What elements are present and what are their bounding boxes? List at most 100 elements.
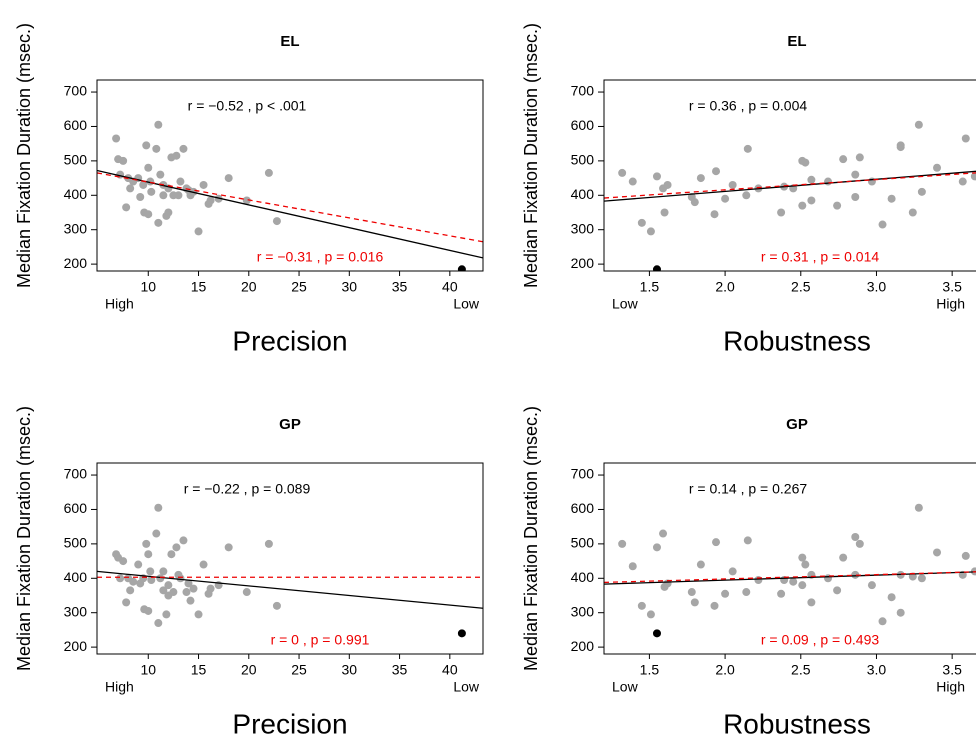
point	[961, 134, 970, 143]
y-axis-label: Median Fixation Duration (msec.)	[14, 23, 34, 288]
point	[914, 503, 923, 512]
point	[134, 560, 143, 569]
point	[242, 196, 251, 205]
plot-frame	[96, 79, 484, 272]
point	[652, 629, 661, 638]
x-end-label: Low	[453, 679, 480, 695]
point	[789, 577, 798, 586]
point	[878, 220, 887, 229]
point	[933, 548, 942, 557]
fit-line	[604, 571, 976, 584]
point	[164, 591, 173, 600]
x-tick-label: 35	[392, 662, 408, 678]
point	[154, 218, 163, 227]
annotation: r = −0.52 , p < .001	[188, 98, 307, 114]
point	[646, 227, 655, 236]
point	[164, 208, 173, 217]
point	[887, 194, 896, 203]
point	[798, 553, 807, 562]
point	[242, 588, 251, 597]
point	[777, 589, 786, 598]
plot-frame	[96, 462, 484, 655]
point	[194, 610, 203, 619]
point	[851, 570, 860, 579]
point	[457, 265, 466, 271]
y-tick-label: 500	[64, 535, 88, 551]
x-end-label: High	[105, 679, 134, 695]
y-tick-label: 200	[571, 638, 595, 654]
point	[618, 539, 627, 548]
point	[728, 567, 737, 576]
point	[801, 158, 810, 167]
point	[710, 210, 719, 219]
panel-title: EL	[787, 33, 806, 50]
point	[696, 174, 705, 183]
y-tick-label: 200	[64, 255, 88, 271]
x-tick-label: 20	[241, 279, 257, 295]
y-tick-label: 300	[64, 603, 88, 619]
fit-line	[97, 172, 483, 243]
annotation: r = −0.31 , p = 0.016	[257, 249, 384, 265]
panel: EL Median Fixation Duration (msec.) Robust…	[521, 23, 976, 356]
point	[164, 581, 173, 590]
panel: GP Median Fixation Duration (msec.) Precis…	[14, 406, 484, 739]
point	[970, 172, 976, 181]
point	[628, 562, 637, 571]
point	[199, 180, 208, 189]
point	[728, 180, 737, 189]
point	[833, 586, 842, 595]
point	[628, 177, 637, 186]
point	[272, 217, 281, 226]
plot-area	[604, 503, 976, 638]
point	[851, 532, 860, 541]
point	[807, 175, 816, 184]
annotation: r = −0.22 , p = 0.089	[184, 481, 311, 497]
point	[122, 598, 131, 607]
fit-line	[97, 169, 483, 259]
y-tick-label: 500	[64, 152, 88, 168]
x-tick-label: 1.5	[640, 662, 660, 678]
point	[721, 194, 730, 203]
point	[652, 543, 661, 552]
plot-frame	[603, 462, 976, 655]
x-end-label: High	[936, 679, 965, 695]
x-tick-label: 3.5	[942, 279, 962, 295]
point	[801, 560, 810, 569]
y-tick-label: 700	[571, 466, 595, 482]
plot-area	[97, 503, 483, 638]
point	[712, 538, 721, 547]
point	[136, 579, 145, 588]
point	[696, 560, 705, 569]
point	[154, 619, 163, 628]
point	[798, 581, 807, 590]
point	[652, 172, 661, 181]
point	[116, 574, 125, 583]
x-tick-label: 2.0	[715, 279, 735, 295]
point	[798, 201, 807, 210]
y-axis-label: Median Fixation Duration (msec.)	[521, 23, 541, 288]
point	[152, 144, 161, 153]
point	[119, 156, 128, 165]
point	[162, 610, 171, 619]
x-end-label: Low	[612, 679, 639, 695]
point	[958, 177, 967, 186]
fit-line	[604, 172, 976, 199]
point	[126, 184, 135, 193]
x-tick-label: 25	[291, 279, 307, 295]
fit-line	[604, 571, 976, 585]
point	[933, 163, 942, 172]
point	[637, 601, 646, 610]
y-tick-label: 600	[571, 117, 595, 133]
point	[690, 598, 699, 607]
y-tick-label: 300	[64, 220, 88, 236]
point	[660, 208, 669, 217]
x-axis-label: Precision	[232, 708, 347, 739]
x-tick-label: 20	[241, 662, 257, 678]
point	[144, 210, 153, 219]
point	[690, 198, 699, 207]
x-tick-label: 1.5	[640, 279, 660, 295]
point	[139, 180, 148, 189]
point	[159, 567, 168, 576]
x-end-label: Low	[453, 296, 480, 312]
x-tick-label: 35	[392, 279, 408, 295]
